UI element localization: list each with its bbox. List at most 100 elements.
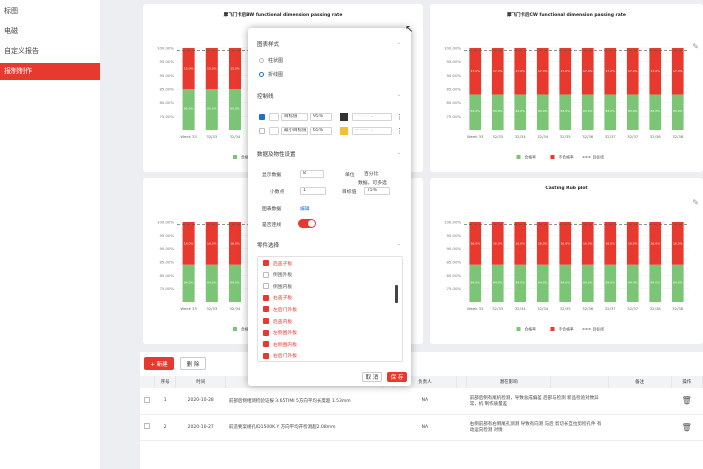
- x-tick-label: Week 33: [180, 134, 197, 139]
- part-checkbox[interactable]: [263, 294, 269, 301]
- bar-fail: [604, 222, 617, 265]
- legend-label: 不合格率: [559, 155, 574, 160]
- bar-fail: [671, 222, 684, 265]
- count-select[interactable]: 8: [300, 170, 324, 178]
- section-control-line[interactable]: 控制线: [257, 94, 274, 100]
- data-label-fail: 17.0%: [673, 69, 683, 73]
- more-icon[interactable]: ⋮: [396, 127, 403, 135]
- sidebar: 标图 电磁 自定义报告 报制制作: [0, 0, 100, 469]
- line-style-select[interactable]: - - - - - ⌄: [352, 113, 392, 121]
- sidebar-item-chart[interactable]: 标图: [4, 7, 18, 15]
- part-checkbox[interactable]: [263, 283, 269, 290]
- legend-label: 合格率: [525, 155, 537, 160]
- cancel-button[interactable]: 取 消: [362, 372, 382, 382]
- radio-line[interactable]: [259, 72, 264, 77]
- legend-swatch: [516, 327, 521, 331]
- part-label: 右侧围内板: [273, 342, 297, 348]
- decimal-select[interactable]: 1: [300, 187, 326, 195]
- part-checkbox[interactable]: [263, 306, 269, 313]
- unit-value[interactable]: 百分比: [364, 172, 379, 177]
- bar-fail: [536, 48, 549, 95]
- parts-scrollbar[interactable]: [395, 285, 398, 303]
- x-tick-label: 32/34: [230, 134, 242, 139]
- table-row: 2 2020-10-27 前造要案规孔ID1500K.Y 方向平均开检测超2.0…: [140, 414, 703, 441]
- chart-data-edit-link[interactable]: 编辑: [300, 207, 310, 212]
- min-target-name-input[interactable]: 最小目标值: [281, 127, 308, 135]
- radio-bar[interactable]: [259, 58, 264, 63]
- bar-fail: [649, 222, 662, 265]
- chevron-down-icon[interactable]: ⌄: [396, 241, 401, 247]
- legend-swatch: [550, 155, 555, 159]
- bar-fail: [671, 48, 684, 95]
- part-checkbox[interactable]: [263, 329, 269, 336]
- edit-icon[interactable]: ✎: [692, 198, 699, 207]
- legend-swatch: [550, 327, 555, 331]
- row-owner: NA: [393, 414, 457, 441]
- line-style-select[interactable]: ——— ⌄: [352, 127, 392, 135]
- edit-icon[interactable]: ✎: [692, 42, 699, 51]
- bar-fail: [604, 48, 617, 95]
- row-date: 2020-10-28: [175, 388, 226, 415]
- goal-input[interactable]: 75%: [364, 187, 390, 195]
- section-parts[interactable]: 零件选择: [257, 243, 280, 249]
- sidebar-item-report-make[interactable]: 报制制作: [0, 63, 100, 80]
- add-button[interactable]: + 新建: [144, 357, 174, 370]
- trash-icon[interactable]: 🗑: [681, 396, 692, 406]
- trash-icon[interactable]: 🗑: [681, 422, 692, 432]
- y-tick-label: 85.00%: [160, 260, 175, 265]
- section-data-settings[interactable]: 数据及物性设置: [257, 152, 296, 158]
- sidebar-item-electromagnetic[interactable]: 电磁: [4, 27, 18, 35]
- min-target-row-checkbox[interactable]: [259, 128, 265, 134]
- color-swatch-yellow[interactable]: [340, 127, 348, 135]
- bar-pass: [626, 94, 639, 130]
- part-label: 左后门外板: [273, 307, 297, 313]
- row-impact: 前部后侧有尾机检测，导致总成偏差 后部与检测 新品检验对致异常，机 制作质量差: [466, 388, 609, 415]
- row-checkbox[interactable]: [144, 423, 151, 429]
- part-checkbox[interactable]: [263, 341, 269, 348]
- chevron-down-icon[interactable]: ⌄: [396, 40, 401, 46]
- bar-pass: [671, 94, 684, 130]
- bar-pass: [514, 94, 527, 130]
- bar-pass: [559, 94, 572, 130]
- more-icon[interactable]: ⋮: [396, 113, 403, 121]
- bar-fail: [581, 222, 594, 265]
- data-label-fail: 16.0%: [184, 241, 194, 245]
- chevron-down-icon[interactable]: ⌄: [396, 92, 401, 98]
- data-label-pass: 84.0%: [650, 280, 660, 284]
- chart-title: 摩飞门卡后CW functional dimension passing rat…: [507, 13, 626, 18]
- y-tick-label: 100.00%: [157, 46, 174, 51]
- x-tick-label: 32/33: [492, 306, 504, 311]
- data-label-pass: 84.0%: [605, 280, 615, 284]
- min-target-value-input[interactable]: 65%: [310, 127, 332, 135]
- data-label-pass: 85.0%: [230, 107, 240, 111]
- target-value-input[interactable]: 95%: [310, 113, 332, 121]
- chevron-down-icon[interactable]: ⌄: [396, 150, 401, 156]
- col-header-action: 操作: [671, 376, 703, 388]
- y-tick-label: 90.00%: [160, 73, 175, 78]
- data-label-pass: 84.0%: [470, 280, 480, 284]
- row-checkbox[interactable]: [144, 396, 151, 403]
- chart-settings-panel: 图表样式 ⌄ 柱状图 折线图 控制线 ⌄ 目标值 95% - - - - - ⌄…: [248, 28, 411, 386]
- sidebar-item-custom-report[interactable]: 自定义报告: [4, 47, 39, 55]
- bar-pass: [182, 89, 195, 130]
- col-header-select: [140, 376, 156, 388]
- x-tick-label: 32/38: [672, 134, 684, 139]
- color-swatch-dark[interactable]: [340, 113, 348, 121]
- data-label-pass: 84.0%: [673, 280, 683, 284]
- x-tick-label: 32/37: [605, 134, 617, 139]
- part-checkbox[interactable]: [263, 271, 269, 278]
- bar-fail: [205, 222, 218, 265]
- x-tick-label: 32/37: [627, 306, 639, 311]
- delete-button[interactable]: 删 除: [180, 357, 206, 370]
- part-checkbox[interactable]: [263, 260, 269, 266]
- y-tick-label: 75.00%: [447, 114, 462, 119]
- save-button[interactable]: 保 存: [387, 372, 407, 382]
- part-checkbox[interactable]: [263, 352, 269, 359]
- bar-fail: [205, 48, 218, 89]
- section-chart-style[interactable]: 图表样式: [257, 42, 280, 48]
- target-row-checkbox[interactable]: [259, 114, 265, 120]
- target-name-input[interactable]: 目标值: [281, 113, 308, 121]
- connect-toggle[interactable]: [298, 219, 316, 228]
- part-checkbox[interactable]: [263, 318, 269, 324]
- x-tick-label: 32/33: [492, 134, 504, 139]
